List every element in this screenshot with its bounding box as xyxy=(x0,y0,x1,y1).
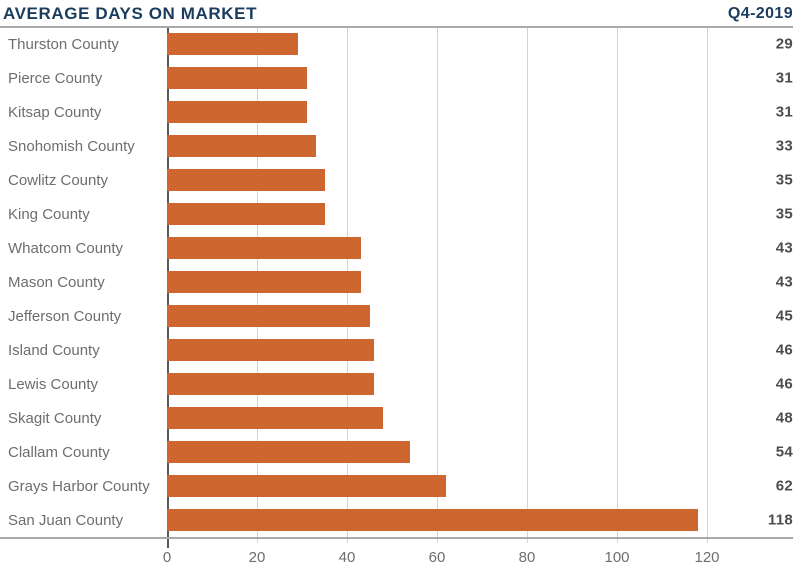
bar xyxy=(167,407,383,429)
category-label: Cowlitz County xyxy=(8,171,109,189)
chart-row: Clallam County 54 xyxy=(0,435,800,469)
bar xyxy=(167,135,316,157)
chart-row: Kitsap County 31 xyxy=(0,95,800,129)
bar-rows: Thurston County 29 Pierce County 31 Kitsap C… xyxy=(0,27,800,537)
bar xyxy=(167,475,446,497)
value-label: 35 xyxy=(775,205,793,223)
gridline xyxy=(707,28,708,543)
x-axis-line xyxy=(0,537,793,539)
category-label: Pierce County xyxy=(8,69,103,87)
chart-row: King County 35 xyxy=(0,197,800,231)
value-label: 46 xyxy=(775,341,793,359)
value-label: 62 xyxy=(775,477,793,495)
value-label: 29 xyxy=(775,35,793,53)
value-label: 118 xyxy=(767,511,793,529)
value-label: 31 xyxy=(775,103,793,121)
category-label: Kitsap County xyxy=(8,103,102,121)
bar xyxy=(167,67,307,89)
category-label: Whatcom County xyxy=(8,239,124,257)
category-label: Lewis County xyxy=(8,375,99,393)
value-label: 33 xyxy=(775,137,793,155)
chart-row: Skagit County 48 xyxy=(0,401,800,435)
chart-row: Thurston County 29 xyxy=(0,27,800,61)
chart-row: Cowlitz County 35 xyxy=(0,163,800,197)
chart-title: AVERAGE DAYS ON MARKET xyxy=(3,4,258,23)
category-label: Clallam County xyxy=(8,443,110,461)
gridline xyxy=(437,28,438,543)
value-label: 43 xyxy=(775,273,793,291)
bar-chart: Thurston County 29 Pierce County 31 Kitsap C… xyxy=(0,28,800,582)
x-tick-label: 60 xyxy=(428,549,446,566)
period-label: Q4-2019 xyxy=(727,5,793,22)
header-divider xyxy=(0,26,793,28)
bar xyxy=(167,101,307,123)
value-label: 35 xyxy=(775,171,793,189)
bar xyxy=(167,237,361,259)
value-label: 48 xyxy=(775,409,793,427)
bar xyxy=(167,509,698,531)
chart-row: Grays Harbor County 62 xyxy=(0,469,800,503)
value-label: 45 xyxy=(775,307,793,325)
value-label: 31 xyxy=(775,69,793,87)
category-label: Jefferson County xyxy=(8,307,122,325)
category-label: San Juan County xyxy=(8,511,124,529)
category-label: Mason County xyxy=(8,273,105,291)
category-label: Skagit County xyxy=(8,409,102,427)
chart-header: AVERAGE DAYS ON MARKET Q4-2019 xyxy=(0,0,800,26)
chart-row: Island County 46 xyxy=(0,333,800,367)
bar xyxy=(167,33,298,55)
category-label: King County xyxy=(8,205,90,223)
chart-row: Pierce County 31 xyxy=(0,61,800,95)
chart-row: Lewis County 46 xyxy=(0,367,800,401)
value-label: 43 xyxy=(775,239,793,257)
gridline xyxy=(617,28,618,543)
value-label: 54 xyxy=(775,443,793,461)
x-tick-label: 80 xyxy=(518,549,536,566)
bar xyxy=(167,441,410,463)
value-label: 46 xyxy=(775,375,793,393)
bar xyxy=(167,169,325,191)
category-label: Island County xyxy=(8,341,100,359)
category-label: Grays Harbor County xyxy=(8,477,150,495)
bar xyxy=(167,203,325,225)
x-tick-label: 20 xyxy=(248,549,266,566)
chart-row: Snohomish County 33 xyxy=(0,129,800,163)
x-tick-label: 0 xyxy=(162,549,172,566)
bar xyxy=(167,339,374,361)
gridline xyxy=(527,28,528,543)
chart-row: Whatcom County 43 xyxy=(0,231,800,265)
chart-row: San Juan County 118 xyxy=(0,503,800,537)
chart-row: Jefferson County 45 xyxy=(0,299,800,333)
bar xyxy=(167,271,361,293)
x-tick-label: 120 xyxy=(694,549,720,566)
x-tick-label: 100 xyxy=(604,549,630,566)
chart-row: Mason County 43 xyxy=(0,265,800,299)
x-tick-label: 40 xyxy=(338,549,356,566)
category-label: Thurston County xyxy=(8,35,119,53)
category-label: Snohomish County xyxy=(8,137,135,155)
bar xyxy=(167,305,370,327)
bar xyxy=(167,373,374,395)
